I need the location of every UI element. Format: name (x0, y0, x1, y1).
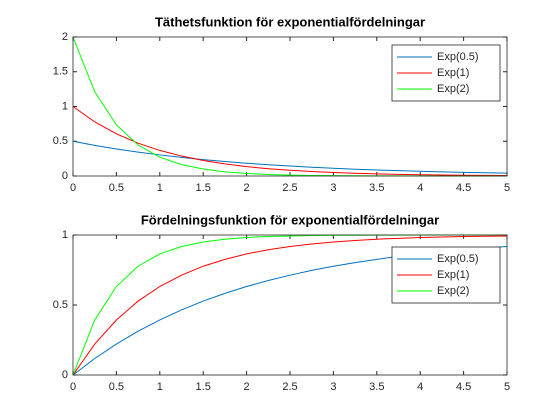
legend-label: Exp(0.5) (437, 51, 479, 63)
y-tick-label: 0.5 (53, 135, 68, 147)
x-tick-label: 2.5 (282, 381, 297, 393)
x-tick-label: 0.5 (109, 182, 124, 194)
x-tick-label: 0 (70, 381, 76, 393)
y-tick-label: 1 (62, 100, 68, 112)
axes-box (72, 36, 508, 177)
y-tick-label: 0 (62, 170, 68, 182)
y-tick-label: 0.5 (53, 299, 68, 311)
x-tick-label: 2 (244, 182, 250, 194)
x-tick-label: 2 (244, 381, 250, 393)
y-tick-label: 1 (62, 229, 68, 241)
x-tick-label: 4.5 (456, 182, 471, 194)
legend-label: Exp(1) (437, 269, 469, 281)
x-tick-label: 3 (330, 381, 336, 393)
x-tick-label: 3.5 (369, 381, 384, 393)
y-tick-label: 2 (62, 31, 68, 43)
legend-label: Exp(0.5) (437, 253, 479, 265)
x-tick-label: 5 (504, 182, 510, 194)
series-line (72, 140, 508, 174)
legend-label: Exp(1) (437, 67, 469, 79)
x-tick-label: 4.5 (456, 381, 471, 393)
x-tick-label: 4 (417, 381, 423, 393)
series-line (72, 106, 508, 177)
series-line (72, 235, 508, 376)
x-tick-label: 2.5 (282, 182, 297, 194)
x-tick-label: 0 (70, 182, 76, 194)
x-tick-label: 1.5 (196, 381, 211, 393)
axes-box (72, 234, 508, 376)
y-tick-label: 1.5 (53, 66, 68, 78)
x-tick-label: 1 (157, 182, 163, 194)
x-tick-label: 5 (504, 381, 510, 393)
x-tick-label: 1.5 (196, 182, 211, 194)
legend-label: Exp(2) (437, 285, 469, 297)
x-tick-label: 4 (417, 182, 423, 194)
legend-label: Exp(2) (437, 83, 469, 95)
x-tick-label: 3.5 (369, 182, 384, 194)
chart-title: Täthetsfunktion för exponentialfördelnin… (155, 14, 425, 29)
y-tick-label: 0 (62, 369, 68, 381)
x-tick-label: 3 (330, 182, 336, 194)
x-tick-label: 0.5 (109, 381, 124, 393)
x-tick-label: 1 (157, 381, 163, 393)
chart-title: Fördelningsfunktion för exponentialförde… (141, 212, 439, 227)
